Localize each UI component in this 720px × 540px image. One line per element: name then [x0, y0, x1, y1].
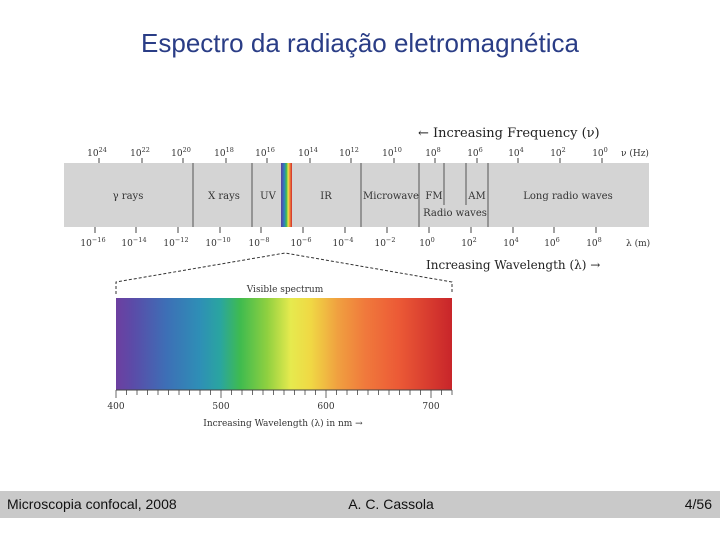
region-gamma-label: γ rays: [113, 191, 144, 202]
frequency-tick-label: 1020: [171, 146, 191, 159]
em-spectrum-diagram: ← Increasing Frequency (ν) 1024 1022 1020 1…: [64, 126, 650, 429]
footer-center: A. C. Cassola: [348, 496, 434, 512]
region-microwave-label: Microwave: [363, 191, 419, 202]
wavelength-tick-label: 10−12: [163, 236, 188, 249]
visible-tick-labels: 400 500 600 700: [107, 402, 439, 412]
frequency-axis-label: ← Increasing Frequency (ν): [418, 126, 600, 141]
zoom-connector: [115, 252, 453, 294]
region-radio-waves-label: Radio waves: [423, 208, 487, 219]
wavelength-tick-label: 10−8: [248, 236, 269, 249]
visible-tick-label: 500: [212, 402, 229, 412]
wavelength-tick-label: 104: [503, 236, 519, 249]
visible-tick-label: 600: [317, 402, 334, 412]
region-uv-label: UV: [260, 191, 276, 202]
frequency-tick-label: 106: [467, 146, 483, 159]
frequency-ticks: 1024 1022 1020 1018 1016 1014 1012 1010 108 106 10…: [87, 146, 608, 163]
visible-axis-label: Increasing Wavelength (λ) in nm →: [203, 418, 363, 429]
wavelength-tick-label: 10−2: [374, 236, 395, 249]
region-xrays-label: X rays: [208, 191, 240, 202]
wavelength-unit-label: λ (m): [626, 238, 650, 249]
visible-scale: [115, 389, 453, 398]
frequency-tick-label: 1014: [298, 146, 318, 159]
frequency-tick-label: 102: [550, 146, 566, 159]
spectrum-band: [64, 163, 649, 227]
frequency-tick-label: 100: [592, 146, 608, 159]
frequency-tick-label: 1016: [255, 146, 275, 159]
visible-spectrum-title: Visible spectrum: [246, 285, 324, 295]
frequency-tick-label: 1010: [382, 146, 402, 159]
wavelength-tick-label: 100: [419, 236, 435, 249]
wavelength-tick-label: 108: [586, 236, 602, 249]
region-fm-label: FM: [425, 191, 442, 202]
region-am-label: AM: [467, 191, 485, 202]
region-ir-label: IR: [320, 191, 332, 202]
wavelength-tick-label: 10−4: [332, 236, 353, 249]
frequency-tick-label: 1012: [339, 146, 359, 159]
wavelength-tick-label: 102: [461, 236, 477, 249]
wavelength-tick-label: 10−10: [205, 236, 230, 249]
frequency-tick-label: 1022: [130, 146, 150, 159]
footer-left: Microscopia confocal, 2008: [7, 496, 177, 512]
frequency-tick-label: 108: [425, 146, 441, 159]
visible-tick-label: 400: [107, 402, 124, 412]
wavelength-ticks: 10−16 10−14 10−12 10−10 10−8 10−6 10−4 10−2 100 1…: [80, 227, 602, 249]
visible-tick-label: 700: [422, 402, 439, 412]
wavelength-tick-label: 10−6: [290, 236, 311, 249]
visible-spectrum-gradient: [116, 298, 452, 390]
frequency-unit-label: ν (Hz): [621, 148, 649, 159]
frequency-tick-label: 1018: [214, 146, 234, 159]
wavelength-tick-label: 106: [544, 236, 560, 249]
frequency-tick-label: 1024: [87, 146, 107, 159]
slide-footer: Microscopia confocal, 2008 A. C. Cassola…: [0, 491, 720, 518]
wavelength-tick-label: 10−16: [80, 236, 105, 249]
slide-title: Espectro da radiação eletromagnética: [141, 28, 579, 58]
wavelength-tick-label: 10−14: [121, 236, 146, 249]
visible-strip: [281, 163, 292, 227]
frequency-tick-label: 104: [508, 146, 524, 159]
wavelength-axis-label: Increasing Wavelength (λ) →: [426, 258, 600, 272]
footer-page-number: 4/56: [684, 496, 712, 512]
region-long-radio-label: Long radio waves: [523, 191, 612, 202]
